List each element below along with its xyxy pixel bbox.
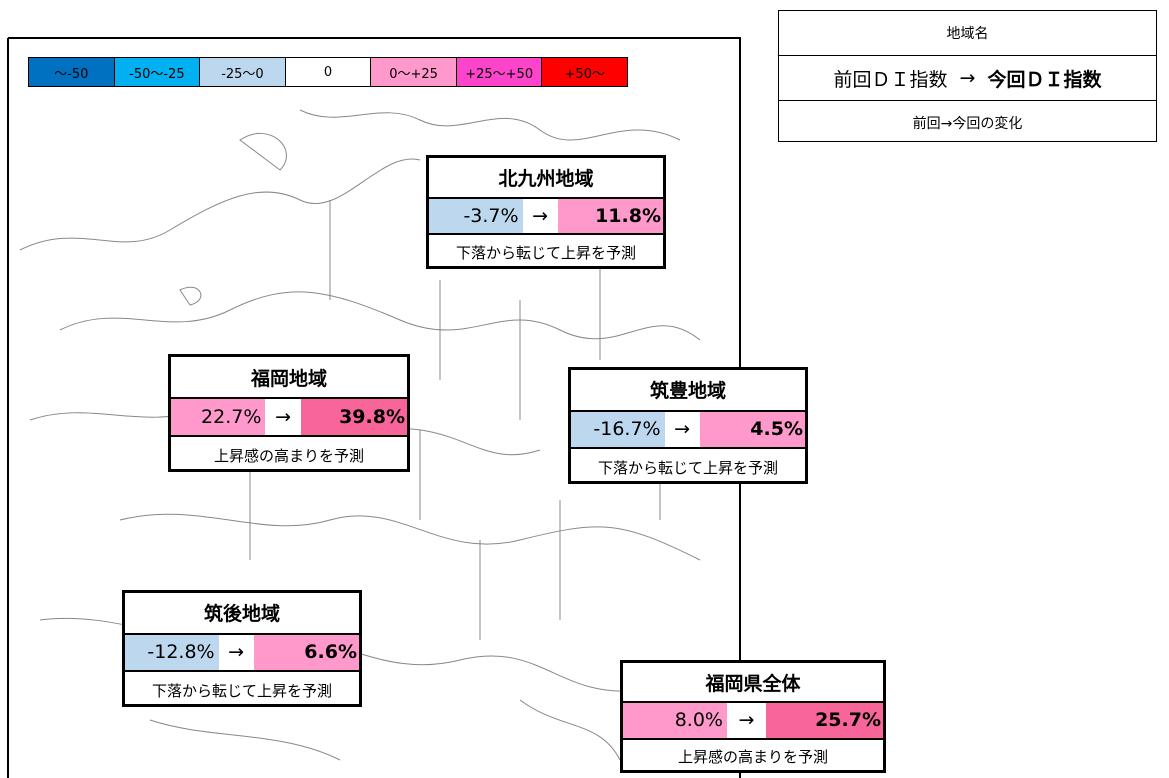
color-legend: ～-50 -50～-25 -25～0 0 0～+25 +25～+50 +50～ bbox=[28, 57, 628, 87]
current-value: 6.6% bbox=[253, 634, 359, 671]
key-box: 地域名 前回ＤＩ指数 → 今回ＤＩ指数 前回→今回の変化 bbox=[778, 10, 1157, 142]
region-name: 福岡県全体 bbox=[623, 663, 883, 704]
region-name: 筑豊地域 bbox=[571, 370, 805, 412]
region-box: 北九州地域 -3.7% → 11.8% 下落から転じて上昇を予測 bbox=[426, 155, 666, 269]
change-text: 下落から転じて上昇を予測 bbox=[151, 681, 332, 700]
legend-item: +50～ bbox=[542, 58, 628, 86]
previous-value: 22.7% bbox=[171, 399, 266, 435]
legend-item: -25～0 bbox=[200, 58, 286, 86]
change-text: 下落から転じて上昇を予測 bbox=[597, 458, 778, 477]
current-value: 39.8% bbox=[300, 399, 407, 435]
region-name: 福岡地域 bbox=[171, 357, 407, 399]
key-arrow: → bbox=[959, 67, 976, 89]
arrow: → bbox=[228, 641, 245, 664]
previous-value: -3.7% bbox=[429, 198, 523, 234]
legend-item: 0 bbox=[285, 58, 372, 86]
legend-item: 0～+25 bbox=[371, 58, 457, 86]
key-change: 前回→今回の変化 bbox=[912, 116, 1023, 132]
region-values: 8.0% → 25.7% bbox=[623, 703, 883, 740]
legend-item: -50～-25 bbox=[114, 58, 201, 86]
region-values: -3.7% → 11.8% bbox=[429, 198, 663, 236]
legend-item: ～-50 bbox=[29, 58, 115, 86]
region-values: 22.7% → 39.8% bbox=[171, 399, 407, 437]
previous-value: -12.8% bbox=[125, 634, 219, 671]
region-box: 福岡県全体 8.0% → 25.7% 上昇感の高まりを予測 bbox=[620, 660, 886, 773]
legend-item: +25～+50 bbox=[456, 58, 543, 86]
arrow: → bbox=[275, 406, 292, 428]
current-value: 11.8% bbox=[557, 198, 663, 234]
current-value: 4.5% bbox=[699, 411, 805, 448]
key-values: 前回ＤＩ指数 → 今回ＤＩ指数 bbox=[779, 56, 1156, 101]
region-box: 筑豊地域 -16.7% → 4.5% 下落から転じて上昇を予測 bbox=[568, 367, 808, 484]
current-value: 25.7% bbox=[766, 703, 883, 738]
change-text: 上昇感の高まりを予測 bbox=[213, 446, 364, 465]
region-name: 北九州地域 bbox=[429, 158, 663, 199]
region-box: 福岡地域 22.7% → 39.8% 上昇感の高まりを予測 bbox=[168, 354, 410, 472]
change-text: 上昇感の高まりを予測 bbox=[677, 748, 828, 767]
previous-value: -16.7% bbox=[571, 411, 665, 448]
key-current: 今回ＤＩ指数 bbox=[987, 68, 1102, 91]
arrow: → bbox=[674, 418, 691, 441]
arrow: → bbox=[738, 709, 755, 732]
arrow: → bbox=[532, 204, 549, 227]
change-text: 下落から転じて上昇を予測 bbox=[455, 244, 636, 263]
region-name: 筑後地域 bbox=[125, 593, 359, 635]
region-box: 筑後地域 -12.8% → 6.6% 下落から転じて上昇を予測 bbox=[122, 590, 362, 707]
region-values: -12.8% → 6.6% bbox=[125, 634, 359, 673]
region-values: -16.7% → 4.5% bbox=[571, 411, 805, 450]
key-title: 地域名 bbox=[779, 11, 1156, 56]
key-previous: 前回ＤＩ指数 bbox=[833, 68, 948, 91]
previous-value: 8.0% bbox=[623, 703, 727, 738]
